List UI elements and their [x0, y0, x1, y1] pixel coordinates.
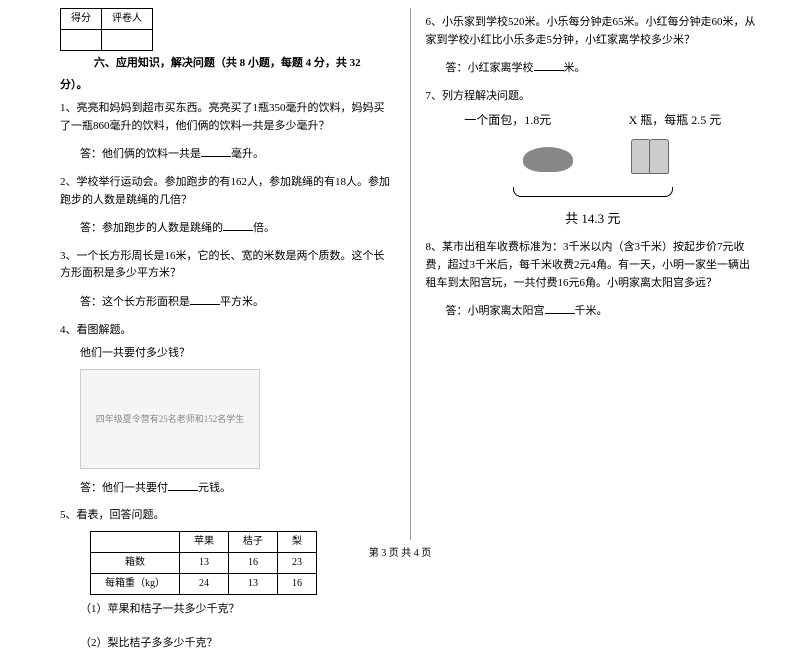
a4-post: 元钱。 — [198, 482, 231, 494]
td: 24 — [180, 573, 229, 594]
section-title: 六、应用知识，解决问题（共 8 小题，每题 4 分，共 32 — [60, 55, 395, 73]
answer-8: 答：小明家离太阳宫 千米。 — [446, 302, 761, 321]
question-8: 8、某市出租车收费标准为：3千米以内（含3千米）按起步价7元收费，超过3千米后，… — [426, 239, 761, 292]
answer-4: 答：他们一共要付 元钱。 — [80, 479, 395, 498]
answer-6: 答：小红家离学校 米。 — [446, 59, 761, 78]
question-6: 6、小乐家到学校520米。小乐每分钟走65米。小红每分钟走60米，从家到学校小红… — [426, 14, 761, 49]
blank — [168, 479, 198, 491]
question-2: 2、学校举行运动会。参加跑步的有162人，参加跳绳的有18人。参加跑步的人数是跳… — [60, 174, 395, 209]
a8-post: 千米。 — [575, 305, 608, 317]
product-labels: 一个面包，1.8元 X 瓶，每瓶 2.5 元 — [426, 111, 761, 130]
a2-pre: 答：参加跑步的人数是跳绳的 — [80, 222, 223, 234]
answer-1: 答：他们俩的饮料一共是 毫升。 — [80, 145, 395, 164]
answer-3: 答：这个长方形面积是 平方米。 — [80, 293, 395, 312]
bread-label: 一个面包，1.8元 — [464, 111, 551, 130]
question-7: 7、列方程解决问题。 — [426, 88, 761, 106]
a3-post: 平方米。 — [220, 296, 264, 308]
td: 每箱重（kg） — [91, 573, 180, 594]
page-footer: 第 3 页 共 4 页 — [0, 544, 800, 559]
td: 13 — [229, 573, 278, 594]
a8-pre: 答：小明家离太阳宫 — [446, 305, 545, 317]
column-divider — [410, 8, 411, 540]
blank — [190, 293, 220, 305]
bread-icon — [523, 147, 573, 172]
bottle-label: X 瓶，每瓶 2.5 元 — [629, 111, 722, 130]
blank — [223, 219, 253, 231]
grader-label: 评卷人 — [102, 9, 153, 30]
question-4-sub: 他们一共要付多少钱？ — [80, 345, 395, 363]
question-5b: （2）梨比桔子多多少千克？ — [80, 635, 395, 652]
question-1: 1、亮亮和妈妈到超市买东西。亮亮买了1瓶350毫升的饮料，妈妈买了一瓶860毫升… — [60, 100, 395, 135]
blank — [201, 145, 231, 157]
a1-post: 毫升。 — [231, 148, 264, 160]
question-5: 5、看表，回答问题。 — [60, 507, 395, 525]
td: 16 — [278, 573, 317, 594]
brace-icon — [513, 187, 673, 197]
blank — [545, 302, 575, 314]
question-3: 3、一个长方形周长是16米，它的长、宽的米数是两个质数。这个长方形面积是多少平方… — [60, 248, 395, 283]
a3-pre: 答：这个长方形面积是 — [80, 296, 190, 308]
bottle-icon — [631, 139, 651, 174]
question-4: 4、看图解题。 — [60, 322, 395, 340]
score-table: 得分 评卷人 — [60, 8, 153, 51]
a4-pre: 答：他们一共要付 — [80, 482, 168, 494]
blank — [534, 59, 564, 71]
bottle-icon — [649, 139, 669, 174]
q4-image: 四年级夏令营有25名老师和152名学生 — [80, 369, 260, 469]
question-5a: （1）苹果和桔子一共多少千克？ — [80, 601, 395, 619]
fruit-table: 苹果 桔子 梨 箱数 13 16 23 每箱重（kg） 24 13 16 — [90, 531, 317, 595]
a1-pre: 答：他们俩的饮料一共是 — [80, 148, 201, 160]
a6-pre: 答：小红家离学校 — [446, 62, 534, 74]
section-title-cont: 分）。 — [60, 77, 395, 95]
total-label: 共 14.3 元 — [426, 209, 761, 230]
a6-post: 米。 — [564, 62, 586, 74]
answer-2: 答：参加跑步的人数是跳绳的 倍。 — [80, 219, 395, 238]
score-label: 得分 — [61, 9, 102, 30]
product-image — [493, 137, 693, 207]
a2-post: 倍。 — [253, 222, 275, 234]
